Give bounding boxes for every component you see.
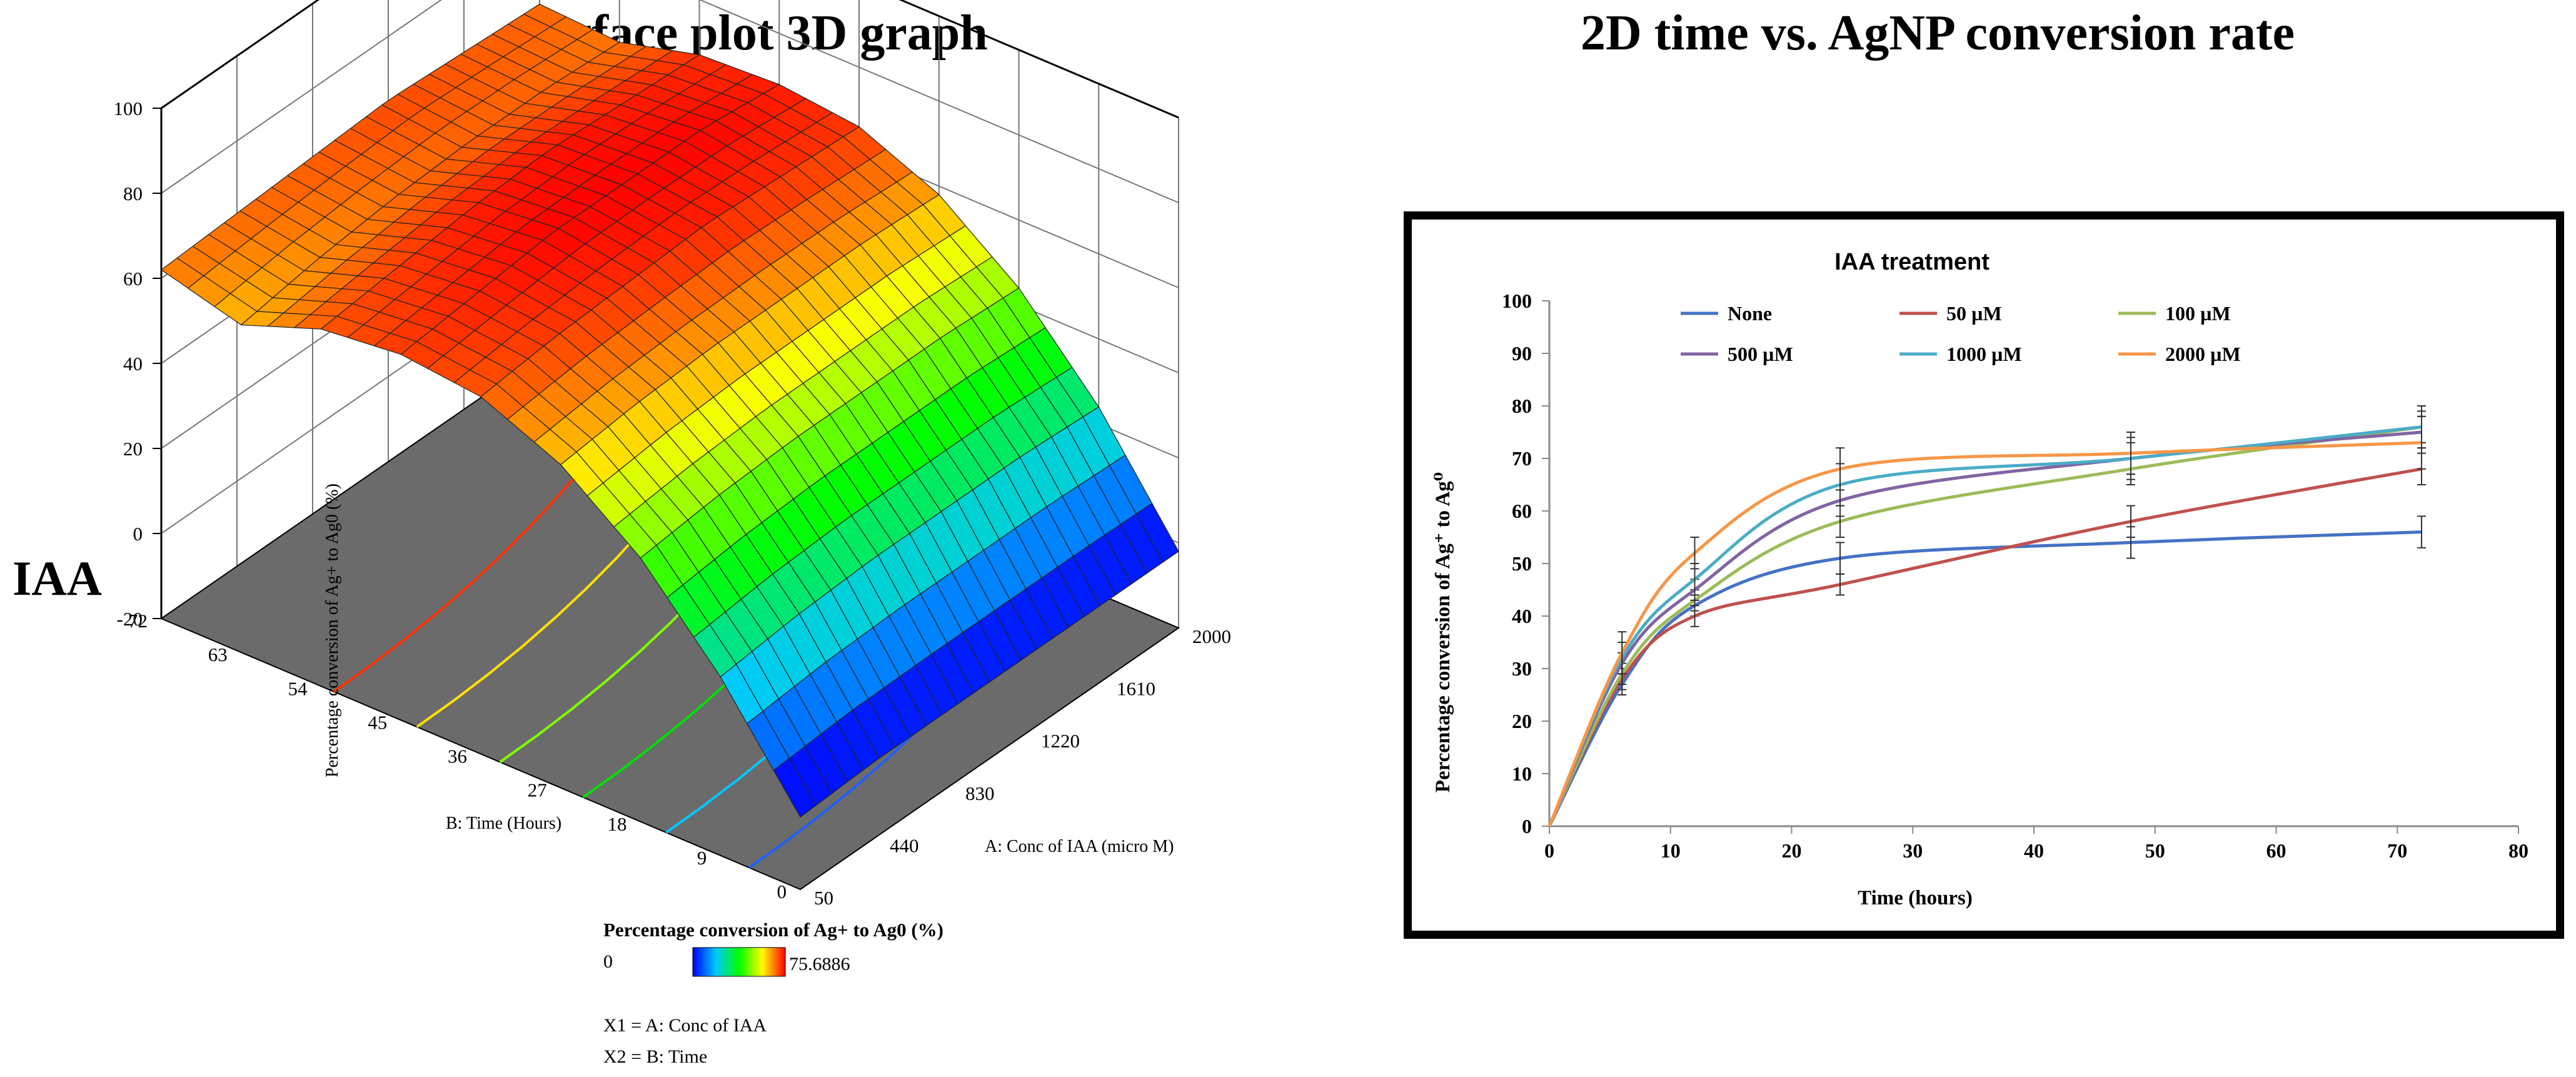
line-chart-x-axis-label: Time (hours) [1858, 887, 1973, 909]
line-chart-y-tick-label: 10 [1512, 762, 1532, 785]
line-legend-label: 1000 µM [1946, 343, 2022, 365]
surface-x-tick-label: 440 [890, 834, 919, 856]
surface-z-axis-label: Percentage conversion of Ag+ to Ag0 (%) [323, 483, 342, 777]
surface-x-tick-label: 1610 [1117, 678, 1155, 700]
line-series-group [1547, 515, 2426, 827]
line-chart-y-tick-label: 20 [1512, 710, 1532, 732]
surface-plot-3d: -20 0 20 40 60 80 100 0 9 18 27 36 45 54 63 72 50 440 830 1… [114, 0, 1232, 1067]
line-chart-x-tick-label: 20 [1782, 839, 1802, 862]
line-series-group [1547, 452, 2426, 827]
line-series-0 [1547, 530, 2422, 827]
line-chart-y-axis-label: Percentage conversion of Ag⁺ to Ag⁰ [1432, 472, 1454, 792]
surface-z-tick-label: 80 [123, 183, 143, 205]
surface-z-gridline [161, 0, 1179, 203]
surface-mesh-cell [773, 757, 817, 818]
line-chart-frame: IAA treatment 0 10 20 30 40 50 60 70 80 90 100 0 10 2… [1404, 211, 2564, 939]
line-chart-y-tick-label: 100 [1502, 290, 1532, 312]
surface-y-axis-label: B: Time (Hours) [446, 814, 561, 833]
surface-x-tick-label: 2000 [1192, 625, 1231, 647]
surface-legend-factor-x1: X1 = A: Conc of IAA [603, 1015, 767, 1036]
surface-mesh [160, 3, 1179, 818]
line-chart-y-tick-label: 30 [1512, 657, 1532, 680]
line-chart-y-tick-label: 50 [1512, 552, 1532, 575]
surface-y-tick-label: 72 [128, 610, 148, 632]
surface-y-tick-label: 27 [528, 779, 547, 801]
surface-z-tick-label: 20 [123, 438, 143, 460]
line-chart-x-tick-label: 40 [2024, 839, 2044, 862]
line-legend-label: 2000 µM [2165, 343, 2241, 365]
surface-x-tick-label: 1220 [1041, 730, 1080, 752]
surface-tick-labels: -20 0 20 40 60 80 100 0 9 18 27 36 45 54 63 72 50 440 830 1… [114, 98, 1232, 909]
surface-legend-colorbar [692, 947, 786, 977]
surface-y-tick-label: 45 [368, 711, 387, 733]
line-chart-heading: 2D time vs. AgNP conversion rate [1581, 6, 2295, 61]
surface-x-axis-label: A: Conc of IAA (micro M) [985, 837, 1174, 856]
line-series-5 [1547, 441, 2422, 827]
line-chart-x-tick-label: 60 [2267, 839, 2287, 862]
surface-z-tick-label: -20 [117, 608, 143, 630]
surface-z-tick-label: 60 [123, 268, 143, 290]
surface-legend-min: 0 [603, 951, 613, 972]
line-chart-y-tick-label: 80 [1512, 395, 1532, 417]
line-chart-x-tick-label: 10 [1661, 839, 1681, 862]
line-chart-x-tick-label: 70 [2387, 839, 2407, 862]
surface-z-tick-label: 40 [123, 353, 143, 375]
line-chart-legend: None 50 µM 100 µM 500 µM 1000 µM 2000 µM [1681, 302, 2241, 365]
line-series-group [1547, 415, 2426, 827]
line-legend-label: 100 µM [2165, 302, 2231, 325]
line-chart-y-tick-label: 60 [1512, 500, 1532, 522]
line-chart-y-tick-label: 70 [1512, 447, 1532, 470]
line-chart-y-tick-label: 0 [1522, 815, 1532, 837]
surface-x-tick-label: 830 [965, 782, 995, 804]
surface-y-tick-label: 0 [777, 881, 787, 903]
line-series-2 [1547, 425, 2422, 827]
line-chart-title: IAA treatment [1834, 249, 1990, 275]
treatment-row-label: IAA [13, 551, 103, 605]
line-chart-x-tick-label: 0 [1544, 839, 1554, 862]
surface-y-tick-label: 63 [208, 644, 228, 665]
surface-y-tick-label: 54 [288, 677, 308, 699]
line-chart-y-tick-label: 40 [1512, 605, 1532, 627]
line-chart-x-tick-label: 80 [2508, 839, 2528, 862]
surface-z-tick-label: 100 [114, 98, 143, 119]
line-chart-series [1547, 405, 2426, 827]
surface-y-tick-label: 36 [448, 746, 467, 767]
line-series-4 [1547, 425, 2422, 827]
line-legend-label: 500 µM [1728, 343, 1793, 365]
surface-legend-factor-x2: X2 = B: Time [603, 1046, 707, 1067]
surface-x-tick-label: 50 [814, 887, 833, 909]
line-legend-label: None [1728, 302, 1772, 325]
surface-y-tick-label: 18 [608, 813, 627, 835]
line-chart-x-tick-label: 30 [1903, 839, 1923, 862]
surface-z-tick-label: 0 [133, 523, 143, 545]
line-chart-x-tick-label: 50 [2145, 839, 2165, 862]
line-chart-ticks: 0 10 20 30 40 50 60 70 80 90 100 0 10 20 30 40 50 60 70 80 [1502, 290, 2528, 862]
surface-y-tick-label: 9 [697, 847, 707, 869]
line-chart: IAA treatment 0 10 20 30 40 50 60 70 80 90 100 0 10 2… [1432, 249, 2528, 909]
line-chart-y-tick-label: 90 [1512, 342, 1532, 365]
surface-box-top-edge [161, 0, 1179, 119]
surface-legend-title: Percentage conversion of Ag+ to Ag0 (%) [603, 919, 943, 941]
line-series-1 [1547, 467, 2422, 827]
surface-legend-max: 75.6886 [789, 954, 850, 974]
line-legend-label: 50 µM [1946, 302, 2002, 325]
